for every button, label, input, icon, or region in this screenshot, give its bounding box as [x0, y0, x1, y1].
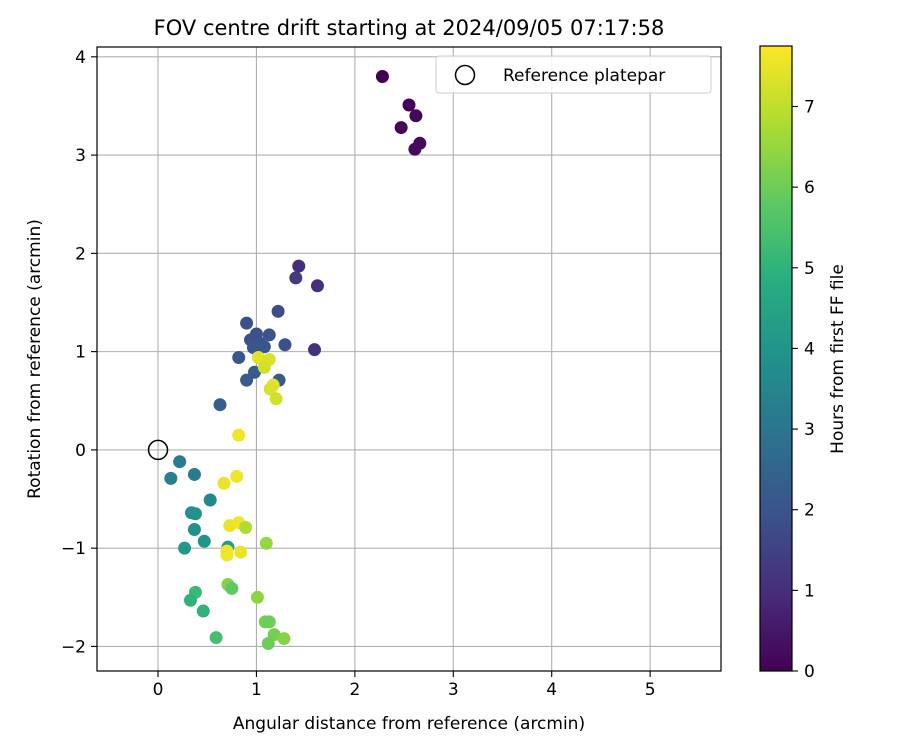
colorbar-tick-label: 6: [804, 178, 815, 198]
plot-frame: [96, 46, 722, 672]
grid-lines: [97, 47, 721, 671]
legend-entry: Reference platepar: [503, 66, 665, 86]
y-tick-label: 1: [75, 343, 86, 363]
reference-point: [147, 439, 169, 461]
data-point: [188, 507, 202, 521]
data-point: [234, 545, 248, 559]
legend-box: [435, 55, 712, 94]
plot-area: [96, 46, 722, 672]
colorbar-gradient: [759, 45, 793, 672]
data-point: [209, 631, 223, 645]
data-point: [250, 590, 264, 604]
data-point: [257, 360, 271, 374]
x-axis-ticks: 0 1 2 3 4 5: [153, 671, 656, 700]
data-point: [261, 636, 275, 650]
data-point: [240, 316, 254, 330]
x-tick-label: 5: [645, 680, 656, 700]
data-point: [289, 271, 303, 285]
data-point: [197, 534, 211, 548]
colorbar-tick-label: 0: [804, 662, 815, 682]
data-point: [251, 351, 265, 365]
data-point: [263, 382, 277, 396]
legend-marker: [454, 64, 476, 86]
data-point: [232, 351, 246, 365]
x-tick-label: 2: [349, 680, 360, 700]
data-point: [292, 259, 306, 273]
data-point: [259, 536, 273, 550]
colorbar-label: Hours from first FF file: [828, 264, 848, 454]
y-tick-label: 4: [75, 48, 86, 68]
data-point: [408, 142, 422, 156]
data-point: [217, 476, 231, 490]
colorbar-tick-label: 2: [804, 501, 815, 521]
data-point: [409, 109, 423, 123]
x-tick-label: 3: [448, 680, 459, 700]
data-point: [278, 338, 292, 352]
data-point: [178, 541, 192, 555]
colorbar-tick-label: 4: [804, 339, 815, 359]
legend: Reference platepar: [435, 55, 712, 94]
data-point: [173, 455, 187, 469]
y-tick-label: −1: [61, 539, 86, 559]
data-point: [240, 373, 254, 387]
chart-title: FOV centre drift starting at 2024/09/05 …: [154, 16, 665, 40]
data-point: [375, 69, 389, 83]
data-point: [203, 493, 217, 507]
data-point: [239, 521, 253, 535]
data-point: [164, 471, 178, 485]
data-points: [164, 69, 427, 650]
y-axis-ticks: −2 −1 0 1 2 3 4: [61, 48, 97, 657]
data-point: [184, 593, 198, 607]
y-axis-label: Rotation from reference (arcmin): [25, 219, 45, 499]
data-point: [247, 365, 261, 379]
data-point: [308, 343, 322, 357]
data-point: [213, 398, 227, 412]
colorbar-tick-label: 5: [804, 259, 815, 279]
data-point: [402, 98, 416, 112]
data-point: [394, 121, 408, 135]
data-point: [246, 341, 260, 355]
data-point: [277, 632, 291, 646]
reference-marker: [147, 439, 169, 461]
data-point: [225, 581, 239, 595]
colorbar-tick-label: 7: [804, 97, 815, 117]
data-point: [196, 604, 210, 618]
y-tick-label: 0: [75, 441, 86, 461]
data-point: [232, 428, 246, 442]
x-axis-label: Angular distance from reference (arcmin): [233, 714, 585, 734]
x-tick-label: 0: [153, 680, 164, 700]
colorbar-tick-label: 3: [804, 420, 815, 440]
data-point: [257, 340, 271, 354]
x-tick-label: 4: [546, 680, 557, 700]
data-point: [187, 467, 201, 481]
colorbar-ticks: 0 1 2 3 4 5 6 7: [792, 97, 815, 682]
y-tick-label: 2: [75, 244, 86, 264]
data-point: [271, 304, 285, 318]
data-point: [310, 279, 324, 293]
colorbar: 0 1 2 3 4 5 6 7 Hours from first FF file: [759, 45, 848, 682]
data-point: [220, 548, 234, 562]
y-tick-label: −2: [61, 637, 86, 657]
data-point: [269, 392, 283, 406]
data-point: [262, 328, 276, 342]
data-point: [230, 469, 244, 483]
x-tick-label: 1: [251, 680, 262, 700]
colorbar-tick-label: 1: [804, 581, 815, 601]
y-tick-label: 3: [75, 146, 86, 166]
data-point: [187, 522, 201, 536]
data-point: [262, 615, 276, 629]
